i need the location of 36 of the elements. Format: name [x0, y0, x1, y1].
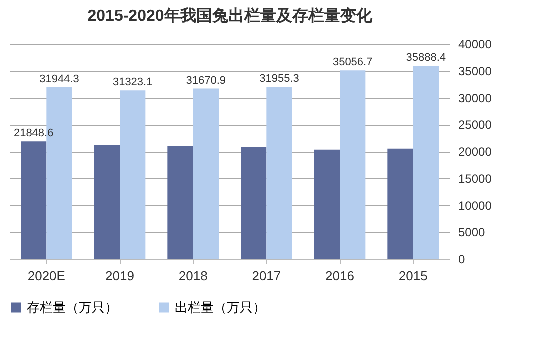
- bar: [266, 87, 292, 259]
- y-tick-label: 5000: [458, 226, 486, 240]
- legend-label: 出栏量（万只）: [175, 300, 266, 315]
- y-tick-label: 15000: [458, 172, 492, 186]
- y-tick-label: 0: [458, 252, 466, 266]
- bar: [340, 70, 366, 259]
- y-tick-label: 40000: [458, 38, 492, 52]
- data-label: 31670.9: [186, 74, 226, 87]
- bar: [193, 88, 219, 259]
- bar: [120, 90, 146, 259]
- x-tick-label: 2018: [178, 268, 208, 284]
- x-tick-label: 2020E: [28, 268, 66, 284]
- x-tick-label: 2015: [398, 268, 428, 284]
- chart-title: 2015-2020年我国兔出栏量及存栏量变化: [88, 7, 374, 25]
- legend-label: 存栏量（万只）: [27, 300, 118, 315]
- data-label: 31944.3: [40, 73, 80, 86]
- data-label: 35056.7: [332, 56, 373, 69]
- data-label: 31955.3: [260, 73, 300, 86]
- bar: [241, 147, 267, 259]
- bar: [314, 150, 340, 259]
- data-label: 35888.4: [406, 52, 446, 64]
- y-tick-label: 35000: [458, 64, 492, 78]
- x-tick-label: 2019: [106, 268, 134, 284]
- bar: [388, 148, 414, 259]
- bar: [168, 146, 194, 259]
- data-label: 21848.6: [14, 128, 54, 140]
- x-tick-label: 2017: [252, 268, 282, 284]
- data-label: 31323.1: [112, 76, 153, 89]
- bar: [21, 142, 47, 259]
- bar: [413, 66, 439, 259]
- y-tick-label: 25000: [458, 118, 492, 132]
- bar: [94, 145, 120, 259]
- x-tick-label: 2016: [326, 268, 354, 284]
- y-tick-label: 20000: [458, 145, 492, 159]
- y-tick-label: 30000: [458, 91, 492, 106]
- y-tick-label: 10000: [458, 198, 492, 213]
